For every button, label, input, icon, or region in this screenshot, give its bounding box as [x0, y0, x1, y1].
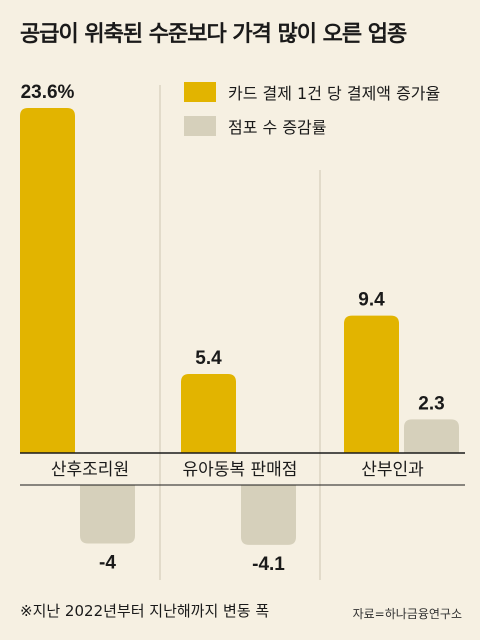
data-label: 2.3	[418, 393, 444, 414]
data-label: 23.6%	[21, 82, 75, 103]
data-label: 5.4	[195, 348, 222, 369]
bar-store-change	[241, 485, 296, 545]
category-labels: 산후조리원 유아동복 판매점 산부인과	[51, 460, 424, 480]
legend-item: 카드 결제 1건 당 결제액 증가율	[184, 80, 440, 104]
category-label: 유아동복 판매점	[183, 460, 298, 480]
bar-store-change	[404, 419, 459, 453]
bar-store-change	[80, 485, 135, 544]
legend-label: 점포 수 증감률	[228, 118, 327, 137]
footnote: ※지난 2022년부터 지난해까지 변동 폭	[20, 602, 270, 620]
value-labels: 23.6% -4 5.4 -4.1 9.4 2.3	[21, 82, 445, 575]
chart-title: 공급이 위축된 수준보다 가격 많이 오른 업종	[20, 22, 407, 47]
data-label: -4	[99, 552, 116, 573]
category-label: 산부인과	[361, 460, 424, 480]
data-label: -4.1	[252, 554, 285, 575]
bar-payment-increase	[20, 108, 75, 453]
data-label: 9.4	[358, 290, 385, 311]
legend-item: 점포 수 증감률	[184, 114, 440, 138]
bars-layer	[20, 108, 459, 545]
group-dividers	[159, 85, 321, 580]
category-label: 산후조리원	[51, 460, 129, 480]
bar-payment-increase	[181, 374, 236, 453]
legend-swatch-secondary	[184, 116, 216, 136]
bar-payment-increase	[344, 315, 399, 453]
legend-label: 카드 결제 1건 당 결제액 증가율	[228, 84, 441, 103]
source-note: 자료=하나금융연구소	[352, 607, 462, 621]
legend-swatch-primary	[184, 82, 216, 102]
legend: 카드 결제 1건 당 결제액 증가율 점포 수 증감률	[184, 80, 440, 148]
